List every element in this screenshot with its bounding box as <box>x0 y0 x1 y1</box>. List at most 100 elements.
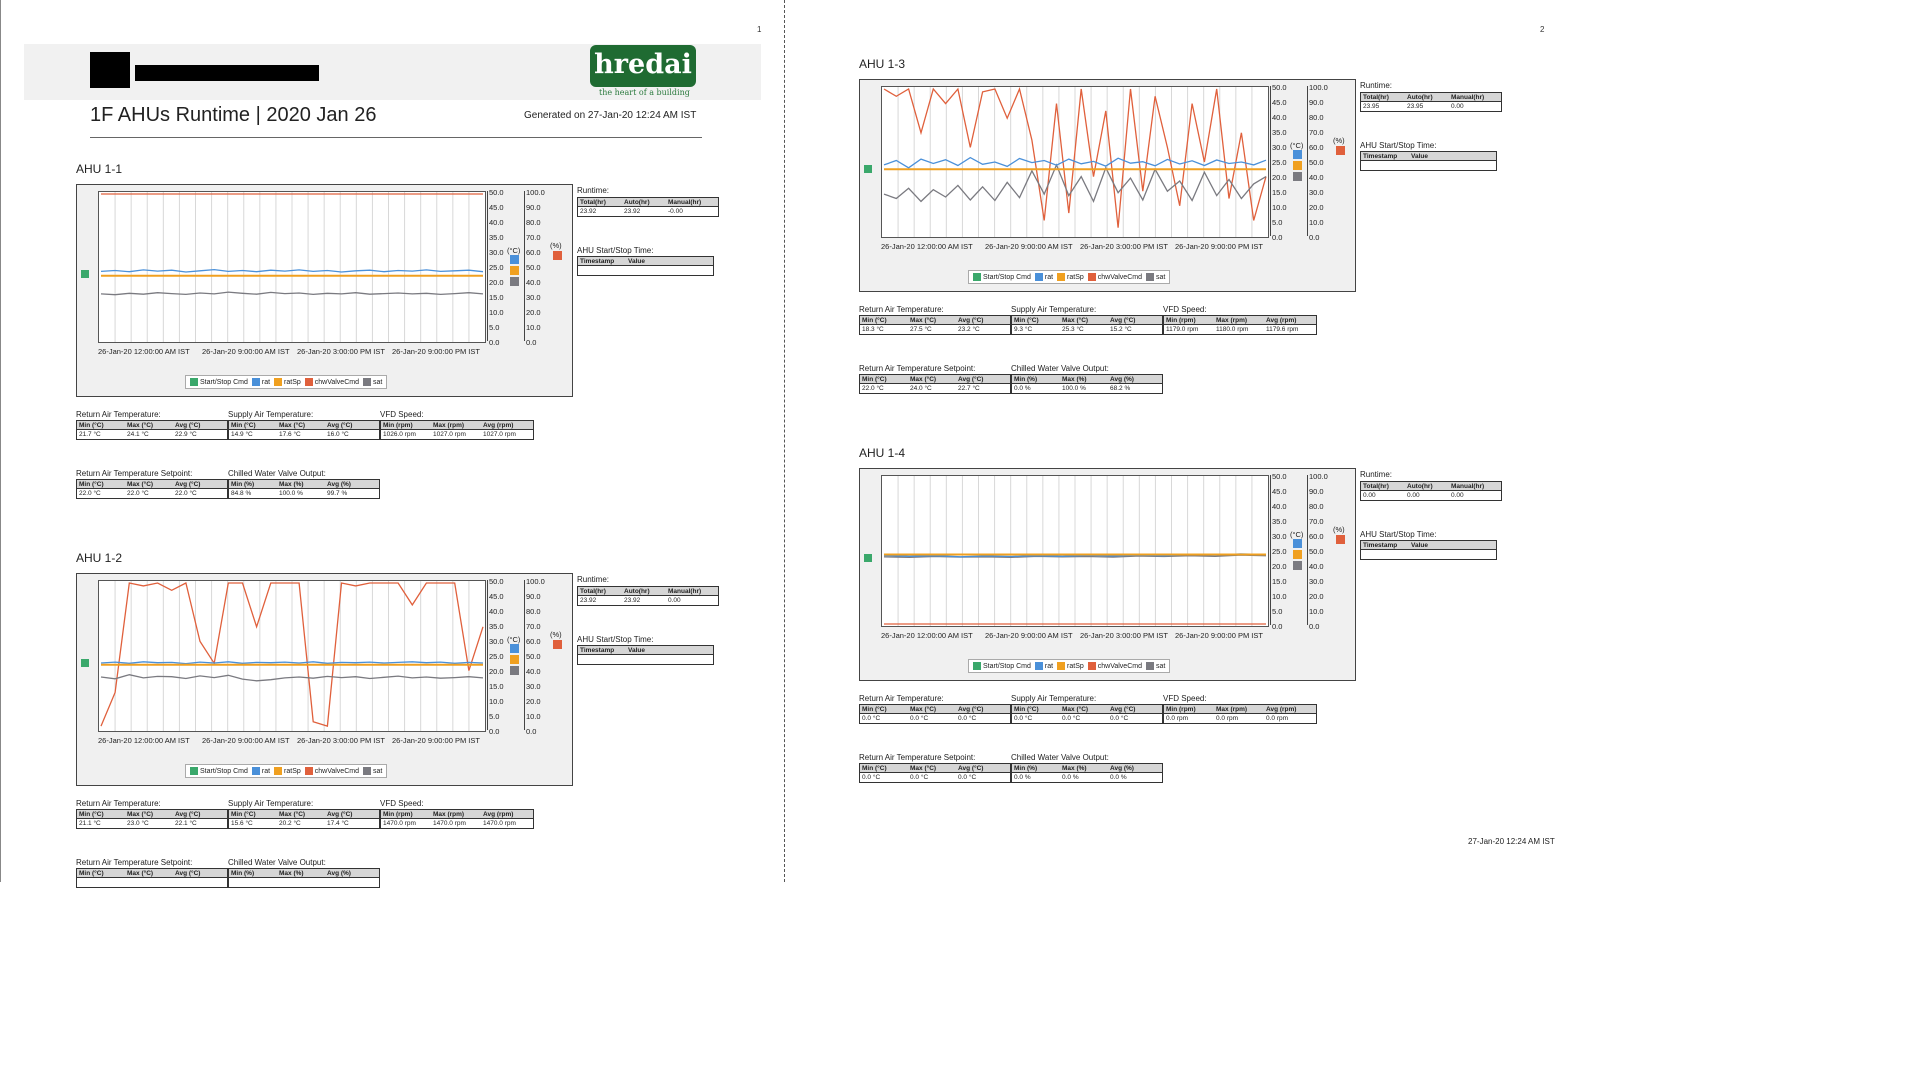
left-axis-tick: 5.0 <box>489 712 500 721</box>
series-line-sat <box>100 674 484 682</box>
right-axis-tick: 30.0 <box>526 682 541 691</box>
series-line-rat <box>883 156 1267 169</box>
right-axis-tick: 30.0 <box>1309 577 1324 586</box>
legend-item: Start/Stop Cmd <box>973 662 1031 670</box>
startstop-caption: AHU Start/Stop Time: <box>1360 530 1437 539</box>
redacted-logo <box>90 52 130 88</box>
table-cell: 16.0 °C <box>327 431 349 438</box>
table-header-cell: Min (%) <box>228 479 277 489</box>
table-cell <box>1409 161 1497 171</box>
left-axis-tick: 10.0 <box>489 308 504 317</box>
left-axis-tick: 50.0 <box>489 577 504 586</box>
table-header-cell: Avg (rpm) <box>1264 315 1317 325</box>
startstop-table: Timestamp Value <box>1360 540 1497 560</box>
table-header-cell: Max (rpm) <box>1214 315 1264 325</box>
table-cell: 0.00 <box>668 597 681 604</box>
table-cell: 0.0 °C <box>958 774 977 781</box>
legend-item: chwValveCmd <box>304 378 359 386</box>
table-cell: 23.92 <box>624 597 641 604</box>
table-header-cell: Min (°C) <box>76 479 125 489</box>
table-header-cell: Max (rpm) <box>431 420 481 430</box>
table-cell: 0.00 <box>1451 103 1464 110</box>
x-axis-tick: 26-Jan-20 9:00:00 AM IST <box>985 631 1073 640</box>
table-cell <box>125 878 173 888</box>
table-cell <box>1361 550 1410 560</box>
x-axis-tick: 26-Jan-20 12:00:00 AM IST <box>98 736 190 745</box>
left-axis-tick: 45.0 <box>1272 98 1287 107</box>
left-axis-unit: (°C) <box>507 246 521 255</box>
ratsp-table: Min (°C) Max (°C) Avg (°C) 22.0 °C 24.0 °C 22… <box>859 374 1011 394</box>
series-line-sat <box>883 163 1267 204</box>
section-title: AHU 1-3 <box>859 57 906 71</box>
left-axis-tick: 35.0 <box>1272 128 1287 137</box>
left-axis-tick: 0.0 <box>1272 622 1283 631</box>
start-stop-indicator <box>81 659 89 667</box>
table-cell <box>1361 161 1410 171</box>
x-axis-tick: 26-Jan-20 3:00:00 PM IST <box>297 347 385 356</box>
table-cell: 14.9 °C <box>231 431 253 438</box>
table-header-cell: Avg (%) <box>1108 374 1163 384</box>
series-line-rat <box>100 268 484 273</box>
x-axis-tick: 26-Jan-20 9:00:00 PM IST <box>1175 631 1263 640</box>
legend-item: rat <box>1034 273 1053 281</box>
table-cell: 1027.0 rpm <box>483 431 516 438</box>
legend-swatch <box>190 767 198 775</box>
table-header-cell: Auto(hr) <box>1405 481 1449 491</box>
left-axis-unit: (°C) <box>507 635 521 644</box>
rat-axis-swatch <box>510 255 519 264</box>
legend-label: chwValveCmd <box>314 767 359 775</box>
table-cell <box>1409 550 1497 560</box>
legend-swatch <box>1057 662 1066 670</box>
ratsp-caption: Return Air Temperature Setpoint: <box>859 364 976 373</box>
x-axis-tick: 26-Jan-20 9:00:00 PM IST <box>1175 242 1263 251</box>
legend-label: chwValveCmd <box>1097 273 1142 281</box>
legend-label: rat <box>261 767 271 775</box>
right-axis-tick: 90.0 <box>1309 98 1324 107</box>
legend-item: chwValveCmd <box>1087 273 1142 281</box>
page-number-1: 1 <box>757 25 762 34</box>
table-header-cell: Value <box>626 645 714 655</box>
table-cell: 100.0 % <box>1062 385 1086 392</box>
table-cell: 1470.0 rpm <box>383 820 416 827</box>
table-header-cell: Min (°C) <box>1011 704 1060 714</box>
table-cell: 22.1 °C <box>175 820 197 827</box>
x-axis-tick: 26-Jan-20 9:00:00 AM IST <box>985 242 1073 251</box>
right-axis-tick: 0.0 <box>1309 233 1320 242</box>
left-axis-tick: 45.0 <box>489 592 504 601</box>
right-axis-line <box>1307 475 1308 625</box>
table-cell: 23.92 <box>580 208 597 215</box>
table-header-cell: Max (%) <box>277 868 325 878</box>
chw-caption: Chilled Water Valve Output: <box>228 858 326 867</box>
chart-legend: Start/Stop Cmd rat ratSp chwValveCmd sat <box>185 764 388 778</box>
table-header-cell: Avg (°C) <box>1108 315 1163 325</box>
table-cell <box>626 266 714 276</box>
table-cell <box>578 266 627 276</box>
legend-swatch <box>1145 273 1154 281</box>
table-cell: 0.0 °C <box>910 774 929 781</box>
table-header-cell: Max (°C) <box>908 704 956 714</box>
rat-table: Min (°C) Max (°C) Avg (°C) 0.0 °C 0.0 °C 0.0 … <box>859 704 1011 724</box>
table-cell: 1179.6 rpm <box>1266 326 1299 333</box>
right-axis-tick: 10.0 <box>1309 607 1324 616</box>
table-cell: 0.0 °C <box>1110 715 1129 722</box>
left-axis-tick: 5.0 <box>489 323 500 332</box>
table-header-cell: Min (°C) <box>1011 315 1060 325</box>
table-header-cell: Manual(hr) <box>666 197 719 207</box>
table-header-cell: Max (°C) <box>908 763 956 773</box>
table-header-cell: Min (rpm) <box>1163 704 1214 714</box>
rat-axis-swatch <box>510 644 519 653</box>
right-axis-unit: (%) <box>1333 525 1345 534</box>
right-axis-tick: 40.0 <box>526 278 541 287</box>
table-header-cell: Avg (°C) <box>173 420 228 430</box>
right-axis-unit: (%) <box>550 630 562 639</box>
table-header-cell: Timestamp <box>577 645 626 655</box>
chw-caption: Chilled Water Valve Output: <box>228 469 326 478</box>
vfd-table: Min (rpm) Max (rpm) Avg (rpm) 0.0 rpm 0.0 rp… <box>1163 704 1317 724</box>
chart-svg <box>883 476 1267 626</box>
legend-swatch <box>251 378 260 386</box>
table-header-cell: Max (%) <box>1060 763 1108 773</box>
table-header-cell: Max (%) <box>277 479 325 489</box>
left-axis-tick: 50.0 <box>1272 472 1287 481</box>
table-header-cell: Max (°C) <box>125 809 173 819</box>
legend-label: Start/Stop Cmd <box>200 378 248 386</box>
